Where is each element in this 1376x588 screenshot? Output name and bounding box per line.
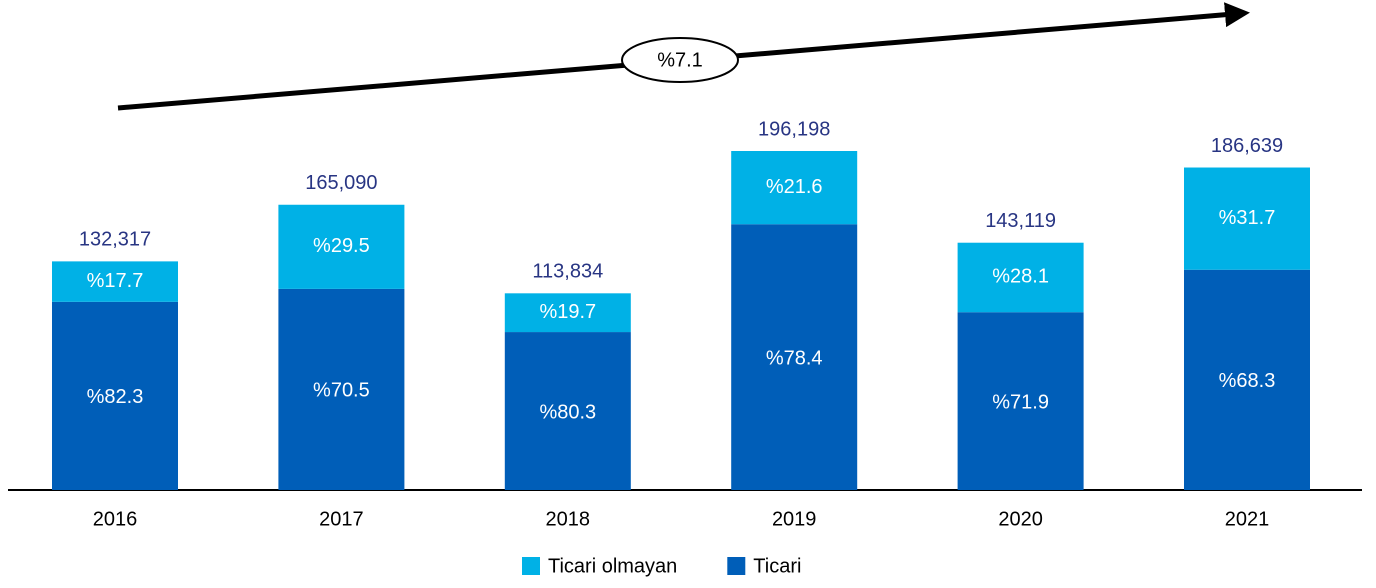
segment-label: %19.7 — [539, 301, 596, 323]
total-label: 132,317 — [79, 229, 151, 251]
total-label: 186,639 — [1211, 135, 1283, 157]
bar-segment — [278, 288, 405, 490]
annotation: %7.1 — [657, 49, 703, 71]
x-tick-label: 2020 — [998, 508, 1043, 530]
total-label: 196,198 — [758, 118, 830, 140]
legend-swatch — [522, 557, 540, 575]
bar-segment — [504, 293, 631, 333]
bar-segment — [731, 224, 858, 490]
total-label: 143,119 — [985, 210, 1056, 232]
bar-segment — [52, 301, 178, 490]
bar-segment — [52, 261, 178, 302]
total-label: 165,090 — [305, 172, 377, 194]
legend-label: Ticari — [753, 555, 801, 577]
segment-label: %31.7 — [1219, 207, 1276, 229]
legend-swatch — [727, 557, 746, 575]
bar-segment — [957, 312, 1084, 490]
bar-segment — [1184, 167, 1310, 270]
legend-label: Ticari olmayan — [548, 555, 677, 577]
segment-label: %68.3 — [1219, 370, 1276, 392]
segment-label: %17.7 — [87, 270, 144, 292]
x-tick-label: 2018 — [546, 508, 591, 530]
bar-segment — [278, 204, 405, 289]
segment-label: %78.4 — [766, 347, 823, 369]
bar-segment — [1184, 269, 1310, 490]
x-tick-label: 2017 — [319, 508, 364, 530]
segment-label: %80.3 — [539, 401, 596, 423]
segment-label: %21.6 — [766, 176, 823, 198]
segment-label: %28.1 — [992, 266, 1049, 288]
segment-label: %82.3 — [87, 386, 144, 408]
x-tick-label: 2016 — [93, 508, 138, 530]
bar-segment — [731, 151, 858, 225]
x-tick-label: 2021 — [1225, 508, 1270, 530]
annotation-ellipse — [621, 37, 739, 83]
x-tick-label: 2019 — [772, 508, 817, 530]
bar-segment — [957, 242, 1084, 313]
total-label: 113,834 — [532, 261, 603, 283]
segment-label: %70.5 — [313, 380, 370, 402]
bar-segment — [504, 332, 631, 490]
segment-label: %29.5 — [313, 235, 370, 257]
segment-label: %71.9 — [992, 391, 1049, 413]
